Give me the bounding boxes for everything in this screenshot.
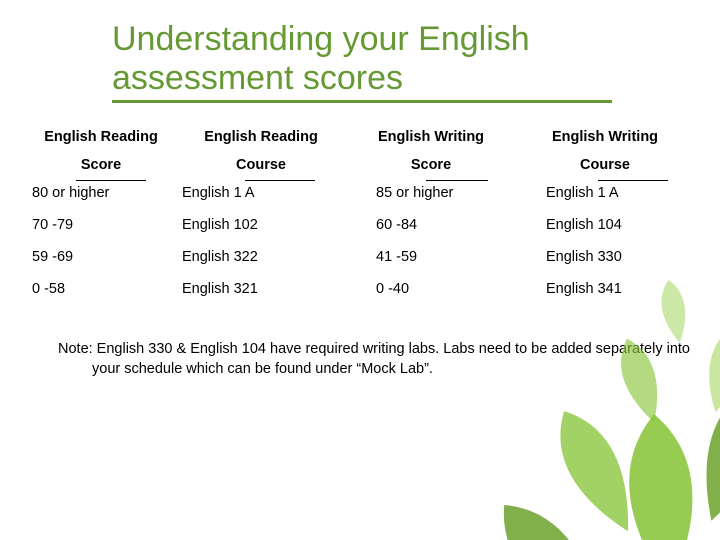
col-header-reading-score: English Reading xyxy=(26,125,176,149)
note-text: Note: English 330 & English 104 have req… xyxy=(28,340,692,379)
table-cell: 80 or higher xyxy=(26,177,176,209)
table-cell: 59 -69 xyxy=(26,241,176,273)
sub-header-score-reading: Score xyxy=(26,149,176,177)
slide-title: Understanding your English assessment sc… xyxy=(112,20,612,103)
sub-header-underline xyxy=(76,180,146,181)
table-cell: 85 or higher xyxy=(346,177,516,209)
table-cell: English 321 xyxy=(176,273,346,305)
table-header-row-sub: Score Course Score Course xyxy=(26,149,694,177)
leaf-icon xyxy=(599,409,720,540)
table-row: 80 or higherEnglish 1 A85 or higherEngli… xyxy=(26,177,694,209)
table-row: 0 -58English 3210 -40English 341 xyxy=(26,273,694,305)
table-body: 80 or higherEnglish 1 A85 or higherEngli… xyxy=(26,177,694,305)
table-cell: 0 -58 xyxy=(26,273,176,305)
table-cell: 60 -84 xyxy=(346,209,516,241)
sub-header-underline xyxy=(245,180,315,181)
table-header-row-top: English Reading English Reading English … xyxy=(26,125,694,149)
table-row: 59 -69English 32241 -59English 330 xyxy=(26,241,694,273)
table-cell: English 104 xyxy=(516,209,694,241)
col-header-writing-course: English Writing xyxy=(516,125,694,149)
table-cell: English 1 A xyxy=(516,177,694,209)
table-cell: 70 -79 xyxy=(26,209,176,241)
sub-header-underline xyxy=(598,180,668,181)
table-cell: English 1 A xyxy=(176,177,346,209)
score-table: English Reading English Reading English … xyxy=(26,125,694,305)
table-cell: English 330 xyxy=(516,241,694,273)
table-cell: English 322 xyxy=(176,241,346,273)
table-cell: 0 -40 xyxy=(346,273,516,305)
table-row: 70 -79English 10260 -84English 104 xyxy=(26,209,694,241)
sub-header-underline xyxy=(426,180,488,181)
sub-header-course-reading: Course xyxy=(176,149,346,177)
slide: Understanding your English assessment sc… xyxy=(0,0,720,540)
sub-header-course-writing: Course xyxy=(516,149,694,177)
table-cell: English 102 xyxy=(176,209,346,241)
sub-header-score-writing: Score xyxy=(346,149,516,177)
table-cell: 41 -59 xyxy=(346,241,516,273)
col-header-reading-course: English Reading xyxy=(176,125,346,149)
col-header-writing-score: English Writing xyxy=(346,125,516,149)
